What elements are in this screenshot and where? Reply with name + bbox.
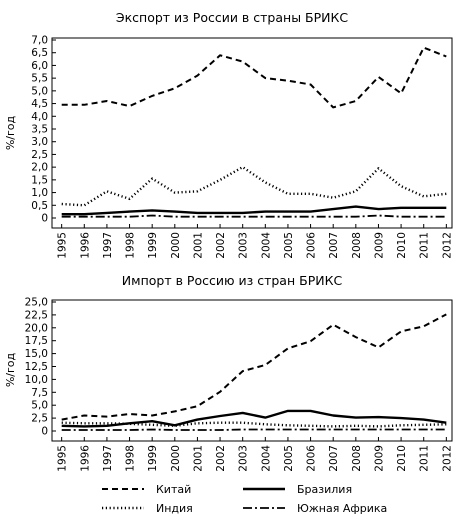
x-tick-label: 1996: [79, 232, 91, 259]
legend-label: Китай: [156, 483, 191, 496]
x-tick-label: 2006: [306, 232, 318, 259]
x-tick-label: 2003: [238, 232, 250, 259]
y-tick-label: 5,0: [31, 85, 48, 97]
series-line: [61, 46, 447, 109]
x-tick-label: 1997: [102, 232, 114, 259]
x-tick-label: 1998: [125, 232, 137, 259]
y-tick-label: 7,5: [31, 387, 48, 399]
chart-title: Экспорт из России в страны БРИКС: [116, 10, 348, 25]
y-tick-label: 2,0: [31, 162, 48, 174]
series-line: [61, 428, 447, 431]
x-tick-label: 2001: [192, 232, 204, 259]
x-tick-label: 2008: [351, 445, 363, 472]
x-tick-label: 2010: [396, 232, 408, 259]
x-tick-label: 2003: [238, 445, 250, 472]
y-tick-label: 0: [41, 426, 48, 438]
x-tick-label: 1999: [147, 232, 159, 259]
y-tick-label: 17,5: [25, 335, 48, 347]
x-tick-label: 2002: [215, 232, 227, 259]
plot-frame: [51, 299, 453, 442]
y-tick-label: 1,5: [31, 174, 48, 186]
y-tick-label: 5,0: [31, 400, 48, 412]
x-tick-label: 2009: [373, 445, 385, 472]
x-tick-label: 2009: [373, 232, 385, 259]
x-tick-label: 2005: [283, 232, 295, 259]
import-chart: Импорт в Россию из стран БРИКС %/год 02,55…: [4, 273, 453, 472]
x-tick-label: 1996: [79, 445, 91, 472]
x-tick-label: 2008: [351, 232, 363, 259]
x-tick-label: 2001: [192, 445, 204, 472]
y-tick-label: 0: [41, 213, 48, 225]
y-tick-label: 25,0: [25, 297, 48, 309]
y-tick-label: 22,5: [25, 309, 48, 321]
y-tick-label: 3,5: [31, 124, 48, 136]
y-tick-label: 4,5: [31, 98, 48, 110]
y-tick-label: 2,5: [31, 149, 48, 161]
x-tick-label: 2011: [419, 445, 431, 472]
y-tick-label: 12,5: [25, 361, 48, 373]
y-tick-label: 4,0: [31, 111, 48, 123]
x-tick-label: 2007: [328, 445, 340, 472]
y-axis-label: %/год: [4, 115, 17, 150]
y-tick-label: 2,5: [31, 413, 48, 425]
y-tick-label: 10,0: [25, 374, 48, 386]
y-tick-label: 5,5: [31, 73, 48, 85]
y-axis-label: %/год: [4, 352, 17, 387]
x-tick-label: 1998: [125, 445, 137, 472]
chart-title: Импорт в Россию из стран БРИКС: [122, 273, 343, 288]
x-tick-label: 2010: [396, 445, 408, 472]
y-tick-label: 1,0: [31, 187, 48, 199]
export-chart: Экспорт из России в страны БРИКС %/год 00,…: [4, 10, 453, 259]
x-tick-label: 2007: [328, 232, 340, 259]
series-line: [61, 409, 447, 428]
x-tick-label: 1995: [57, 445, 69, 472]
x-tick-label: 2004: [260, 445, 272, 472]
series-line: [61, 165, 447, 207]
y-tick-label: 20,0: [25, 322, 48, 334]
y-tick-label: 6,5: [31, 47, 48, 59]
plot-frame: [51, 37, 453, 229]
series-line: [61, 205, 447, 216]
x-tick-label: 2012: [441, 232, 453, 259]
x-tick-label: 2000: [170, 232, 182, 259]
y-tick-label: 6,0: [31, 60, 48, 72]
legend: Китай Бразилия Индия Южная Африка: [102, 483, 387, 515]
x-tick-label: 2012: [441, 445, 453, 472]
x-tick-label: 1995: [57, 232, 69, 259]
y-tick-label: 7,0: [31, 35, 48, 47]
x-tick-label: 2004: [260, 232, 272, 259]
y-tick-label: 15,0: [25, 348, 48, 360]
x-tick-label: 2005: [283, 445, 295, 472]
series-line: [61, 214, 447, 218]
x-tick-label: 2006: [306, 445, 318, 472]
x-tick-label: 2002: [215, 445, 227, 472]
x-tick-label: 1999: [147, 445, 159, 472]
y-tick-label: 3,0: [31, 136, 48, 148]
y-tick-label: 0,5: [31, 200, 48, 212]
legend-label: Южная Африка: [297, 502, 387, 515]
series-line: [61, 313, 447, 421]
legend-label: Индия: [156, 502, 193, 515]
x-tick-label: 2000: [170, 445, 182, 472]
x-tick-label: 2011: [419, 232, 431, 259]
x-tick-label: 1997: [102, 445, 114, 472]
legend-label: Бразилия: [297, 483, 352, 496]
